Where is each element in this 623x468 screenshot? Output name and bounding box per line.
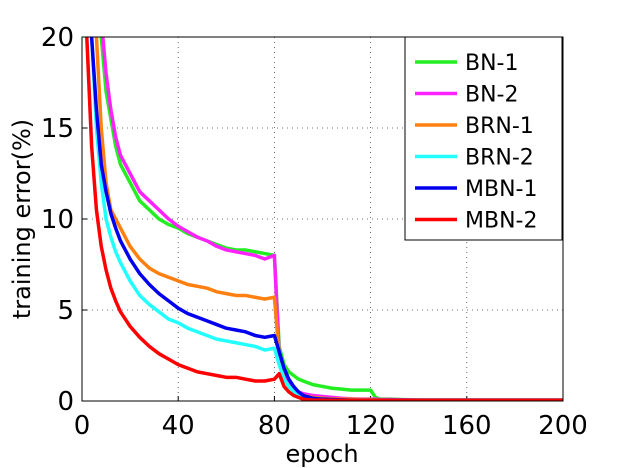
- y-tick-label: 5: [57, 296, 74, 326]
- legend-label: MBN-1: [465, 177, 537, 202]
- x-tick-label: 0: [74, 411, 91, 441]
- plot-frame: [81, 36, 564, 402]
- x-tick-label: 120: [346, 411, 396, 441]
- legend-box: [404, 36, 563, 241]
- x-axis-label: epoch: [285, 440, 358, 468]
- data-line: [85, 37, 563, 401]
- y-tick-label: 20: [41, 23, 74, 53]
- x-tick-label: 200: [538, 411, 588, 441]
- y-tick-label: 0: [57, 387, 74, 417]
- x-tick-label: 80: [258, 411, 291, 441]
- y-axis-label: training error(%): [8, 119, 36, 319]
- legend-label: BRN-2: [465, 146, 534, 171]
- legend-label: BN-2: [465, 83, 519, 108]
- y-tick-label: 15: [41, 114, 74, 144]
- legend-label: MBN-2: [465, 209, 537, 234]
- lines: [85, 37, 563, 401]
- x-tick-label: 40: [162, 411, 195, 441]
- legend-label: BN-1: [465, 51, 519, 76]
- y-tick-label: 10: [41, 205, 74, 235]
- legend-label: BRN-1: [465, 114, 534, 139]
- x-tick-label: 160: [442, 411, 492, 441]
